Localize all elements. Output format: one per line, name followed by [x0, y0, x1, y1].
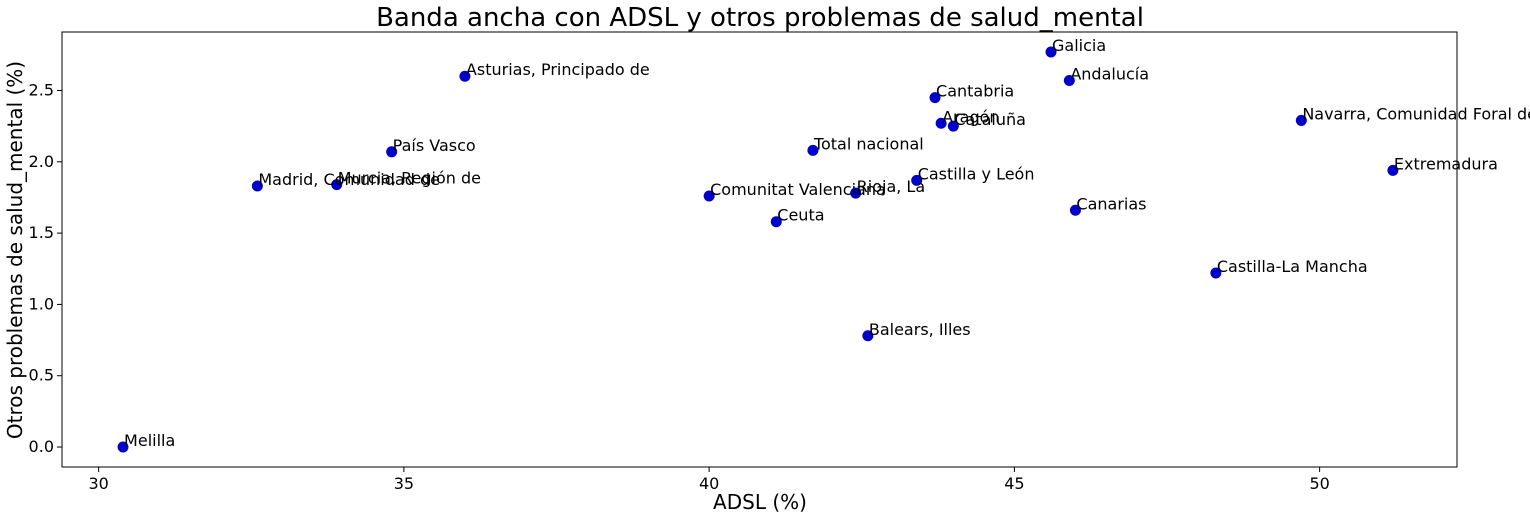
- point-label: Rioja, La: [857, 177, 926, 196]
- data-point: [911, 174, 923, 186]
- x-axis-label: ADSL (%): [713, 490, 807, 514]
- data-point: [1063, 74, 1075, 86]
- point-label: Murcia, Región de: [338, 169, 481, 188]
- point-label: Navarra, Comunidad Foral de: [1302, 104, 1530, 123]
- data-point: [1069, 204, 1081, 216]
- point-label: Castilla-La Mancha: [1217, 257, 1368, 276]
- y-tick-label: 2.0: [29, 152, 54, 171]
- point-label: Andalucía: [1070, 64, 1149, 83]
- data-point: [1295, 114, 1307, 126]
- data-point: [1387, 164, 1399, 176]
- point-labels: Galicia Asturias, Principado de Andalucía C…: [124, 36, 1530, 450]
- point-label: País Vasco: [393, 136, 476, 155]
- x-tick-label: 45: [1004, 474, 1024, 493]
- point-label: Canarias: [1076, 194, 1146, 213]
- y-tick-label: 0.5: [29, 366, 54, 385]
- point-label: Total nacional: [813, 134, 924, 153]
- y-tick-label: 0.0: [29, 437, 54, 456]
- point-label: Asturias, Principado de: [466, 60, 650, 79]
- chart-title: Banda ancha con ADSL y otros problemas d…: [376, 3, 1144, 33]
- x-axis: 30 35 40 45 50: [88, 467, 1330, 493]
- data-point: [929, 92, 941, 104]
- point-label: Comunitat Valenciana: [710, 180, 886, 199]
- x-tick-label: 40: [699, 474, 719, 493]
- plot-frame: [61, 31, 1458, 468]
- data-point: [850, 187, 862, 199]
- point-label: Cataluña: [954, 110, 1026, 129]
- point-label: Madrid, Comunidad de: [258, 170, 440, 189]
- point-label: Balears, Illes: [869, 320, 971, 339]
- point-label: Ceuta: [777, 206, 824, 225]
- data-point: [1045, 46, 1057, 58]
- data-point: [935, 117, 947, 129]
- data-point: [947, 120, 959, 132]
- y-axis: 0.0 0.5 1.0 1.5 2.0 2.5: [29, 80, 62, 456]
- point-label: Melilla: [124, 431, 175, 450]
- data-point: [770, 216, 782, 228]
- y-tick-label: 1.5: [29, 223, 54, 242]
- point-label: Cantabria: [936, 82, 1014, 101]
- point-label: Aragón: [942, 107, 999, 126]
- point-label: Castilla y León: [918, 164, 1035, 183]
- data-point: [251, 180, 263, 192]
- point-label: Extremadura: [1394, 154, 1498, 173]
- data-point: [807, 144, 819, 156]
- data-points: [117, 46, 1399, 453]
- y-tick-label: 1.0: [29, 294, 54, 313]
- y-tick-label: 2.5: [29, 80, 54, 99]
- x-tick-label: 30: [88, 474, 108, 493]
- data-point: [331, 179, 343, 191]
- y-axis-label: Otros problemas de salud_mental (%): [3, 61, 27, 439]
- data-point: [862, 330, 874, 342]
- data-point: [459, 70, 471, 82]
- point-label: Galicia: [1052, 36, 1106, 55]
- x-tick-label: 50: [1309, 474, 1329, 493]
- data-point: [703, 190, 715, 202]
- data-point: [1210, 267, 1222, 279]
- x-tick-label: 35: [394, 474, 414, 493]
- data-point: [386, 146, 398, 158]
- data-point: [117, 441, 129, 453]
